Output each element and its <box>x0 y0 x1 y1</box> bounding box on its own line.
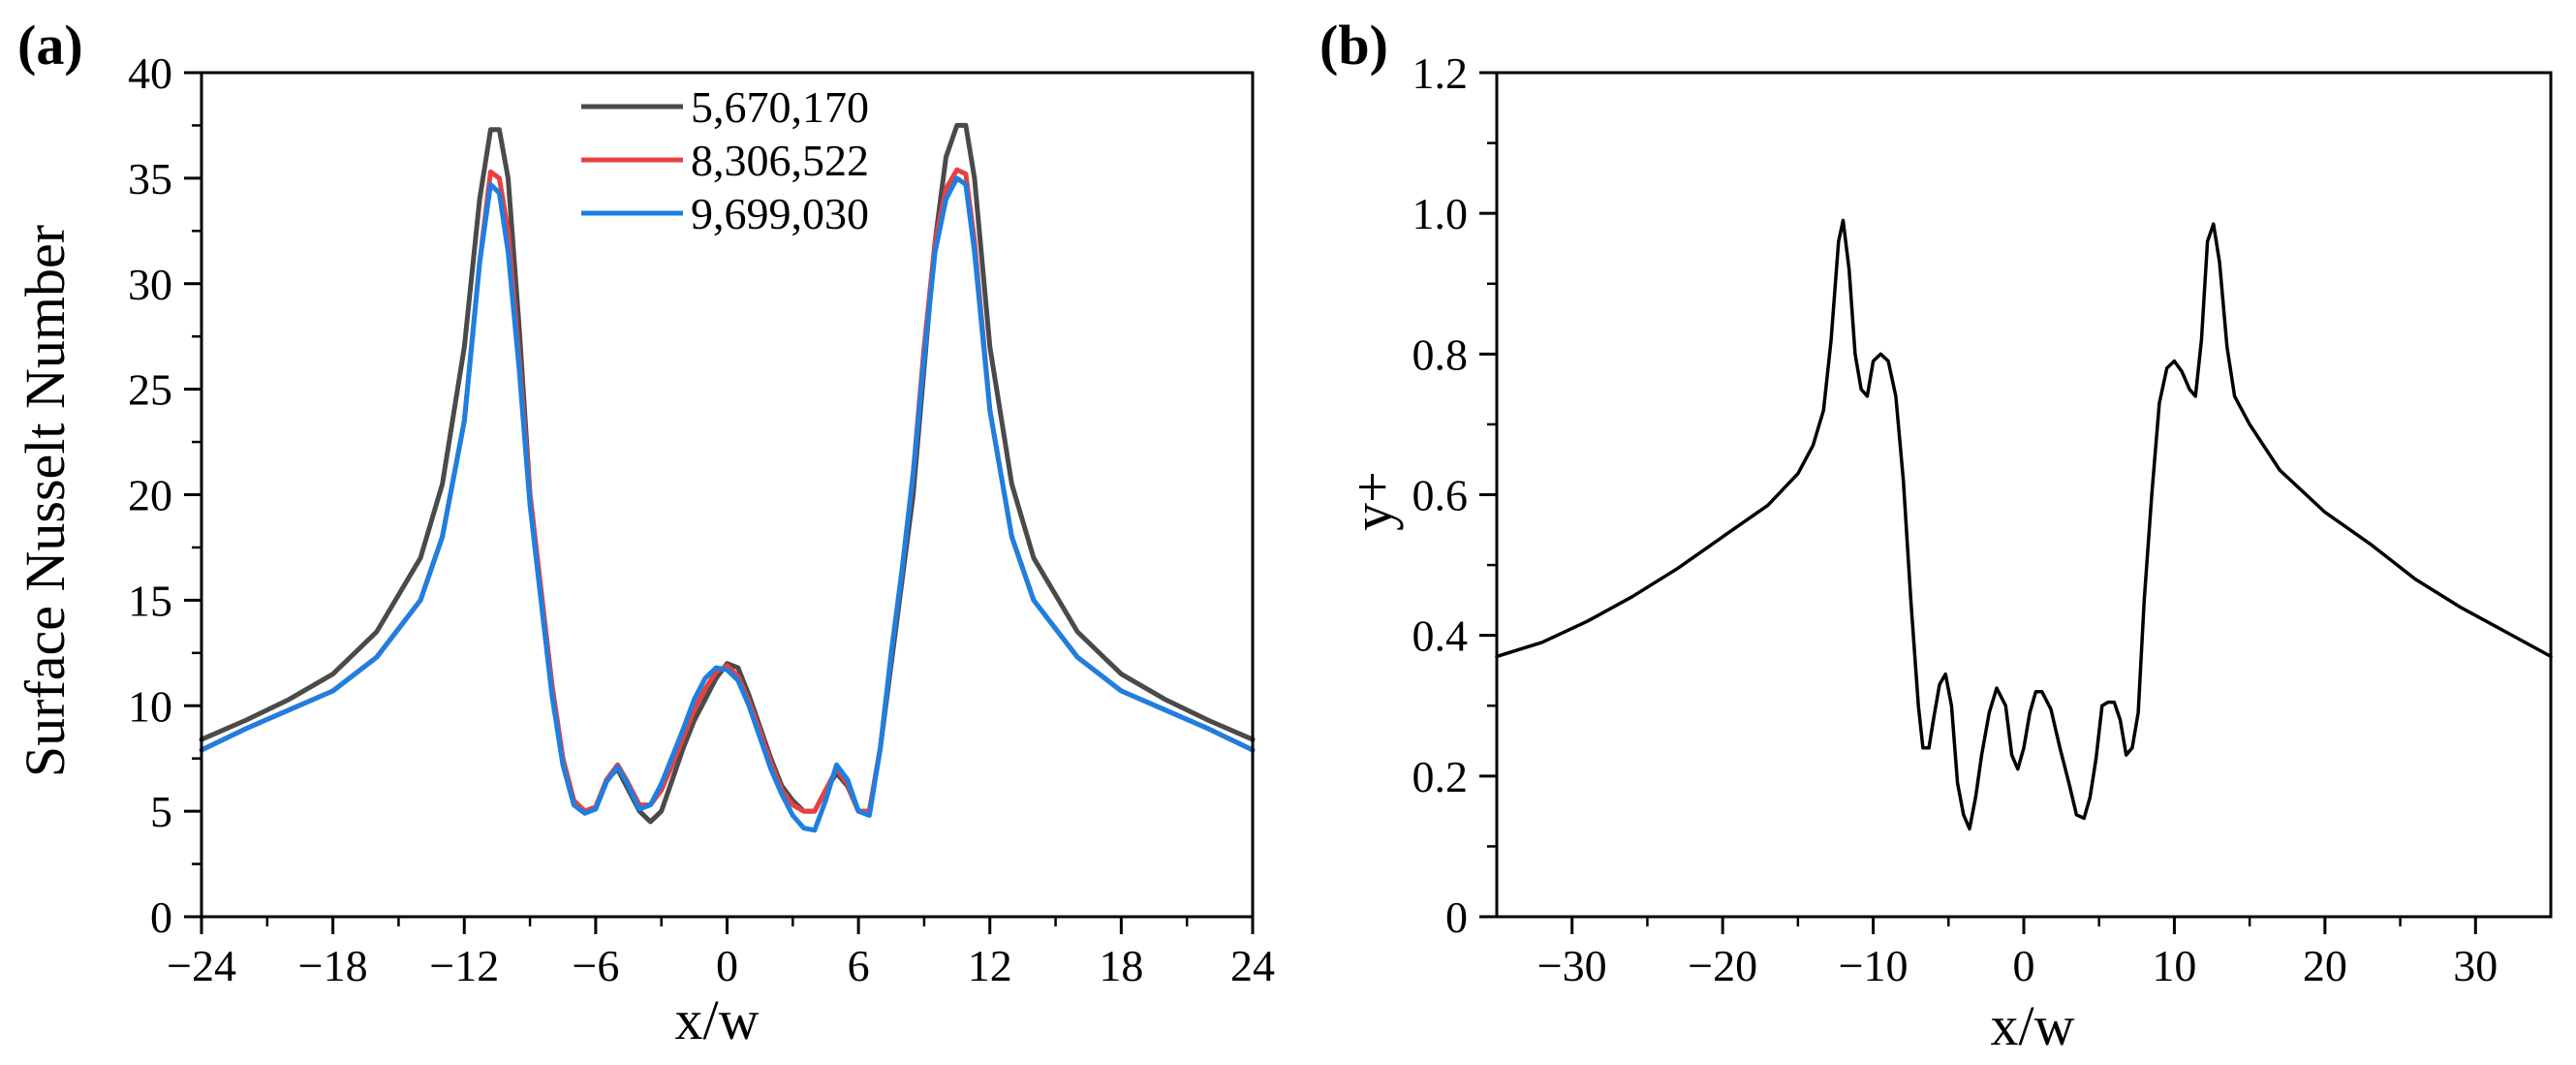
a-x-tick-label: 6 <box>848 941 870 990</box>
a-y-tick-label: 15 <box>128 576 172 625</box>
a-x-tick-label: 18 <box>1099 941 1143 990</box>
a-y-tick-label: 0 <box>150 893 172 942</box>
panel-a-series <box>199 122 1256 833</box>
b-x-tick-label: 20 <box>2303 941 2347 990</box>
b-y-tick-label: 0.8 <box>1412 329 1469 379</box>
panel-b-label: (b) <box>1319 14 1388 77</box>
b-y-tick-label: 0.4 <box>1412 611 1469 661</box>
a-y-tick-label: 35 <box>128 154 172 204</box>
a-x-tick-label: −18 <box>298 941 368 990</box>
panel-a-label: (a) <box>17 14 83 77</box>
a-y-tick-label: 25 <box>128 365 172 415</box>
b-y-tick-label: 0.6 <box>1412 471 1469 520</box>
b-y-tick-label: 1.0 <box>1412 189 1469 238</box>
a-x-tick-label: 12 <box>968 941 1012 990</box>
legend-label-3: 9,699,030 <box>691 189 869 238</box>
b-x-tick-label: 30 <box>2453 941 2498 990</box>
b-y-tick-label: 0 <box>1445 893 1468 942</box>
panel-b: (b) y+ x/w −30 −20 −10 0 10 20 30 0 0.2 0.4 0.6 0.8… <box>1319 14 2553 1057</box>
b-x-tick-label: −10 <box>1839 941 1909 990</box>
a-x-tick-label: −6 <box>572 941 619 990</box>
b-series-line-1 <box>1495 218 2553 831</box>
panel-b-ticks <box>1479 71 2477 934</box>
a-y-tick-label: 10 <box>128 681 172 731</box>
panel-a-plot-frame <box>200 71 1255 919</box>
panel-a-y-axis-title: Surface Nusselt Number <box>14 225 77 777</box>
b-y-tick-label: 0.2 <box>1412 752 1469 801</box>
a-y-tick-label: 20 <box>128 471 172 520</box>
legend-label-1: 5,670,170 <box>691 82 869 132</box>
b-x-tick-label: −20 <box>1688 941 1757 990</box>
panel-b-plot-frame <box>1495 71 2553 919</box>
a-y-tick-label: 5 <box>150 787 172 836</box>
a-x-tick-label: −12 <box>429 941 499 990</box>
panel-b-series <box>1495 218 2553 831</box>
b-x-tick-label: 10 <box>2152 941 2196 990</box>
b-y-tick-label: 1.2 <box>1412 48 1469 98</box>
b-x-tick-label: −30 <box>1537 941 1607 990</box>
a-x-tick-label: 24 <box>1230 941 1275 990</box>
panel-a-tick-labels: −24 −18 −12 −6 0 6 12 18 24 0 5 10 15 20 25 30 35 40 <box>128 48 1275 990</box>
a-series-line-2 <box>199 167 1256 814</box>
panel-b-y-axis-title: y+ <box>1341 471 1404 531</box>
a-x-tick-label: −24 <box>167 941 236 990</box>
a-y-tick-label: 40 <box>128 48 172 98</box>
panel-a-x-axis-title: x/w <box>675 988 760 1051</box>
panel-a-ticks <box>184 71 1255 934</box>
a-y-tick-label: 30 <box>128 260 172 309</box>
panel-a: (a) Surface Nusselt Number x/w −24 −18 −12… <box>14 14 1275 1051</box>
a-x-tick-label: 0 <box>716 941 738 990</box>
b-x-tick-label: 0 <box>2013 941 2035 990</box>
panel-b-tick-labels: −30 −20 −10 0 10 20 30 0 0.2 0.4 0.6 0.8 1.0 1.2 <box>1412 48 2498 990</box>
panel-b-x-axis-title: x/w <box>1991 994 2075 1057</box>
legend-label-2: 8,306,522 <box>691 136 869 185</box>
a-series-line-3 <box>199 175 1256 833</box>
